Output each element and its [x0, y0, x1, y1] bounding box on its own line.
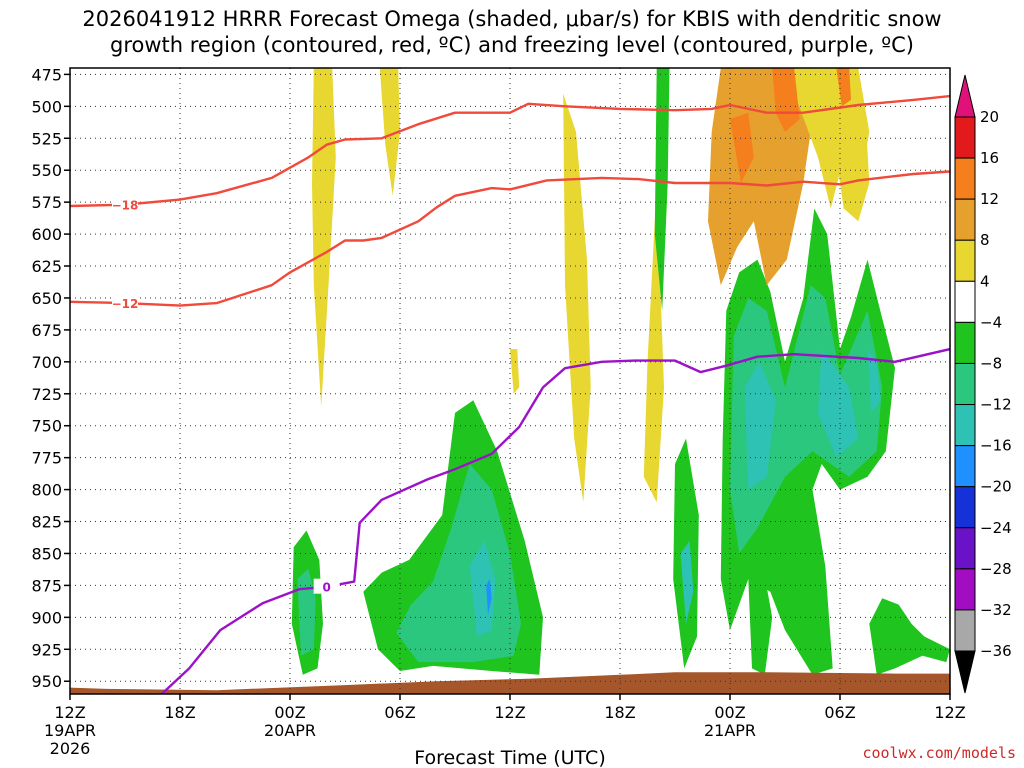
colorbar-swatch-11 — [954, 527, 976, 570]
x-tick-label-6: 00Z — [714, 703, 745, 722]
omega-region-11 — [486, 579, 492, 615]
colorbar-swatch-4 — [954, 239, 976, 282]
colorbar-swatch-10 — [954, 486, 976, 529]
x-tick-label-8: 12Z — [934, 703, 965, 722]
colorbar-label-5: 4 — [980, 272, 990, 290]
y-tick-label-775: 775 — [31, 449, 62, 468]
x-tick-label-3: 06Z — [384, 703, 415, 722]
contour-label-2: −12 — [112, 297, 139, 311]
colorbar-label-9: −16 — [980, 437, 1012, 455]
y-tick-label-950: 950 — [31, 672, 62, 691]
contour-line-1 — [70, 94, 950, 208]
x-tick-label-7: 06Z — [824, 703, 855, 722]
colorbar-label-3: 12 — [980, 190, 999, 208]
colorbar-label-13: −32 — [980, 601, 1012, 619]
contour-line-3 — [160, 347, 950, 694]
y-tick-label-625: 625 — [31, 257, 62, 276]
omega-region-27 — [836, 68, 851, 107]
omega-region-28 — [730, 112, 754, 183]
colorbar-swatch-8 — [954, 404, 976, 447]
y-tick-label-600: 600 — [31, 225, 62, 244]
y-tick-label-800: 800 — [31, 481, 62, 500]
omega-region-4 — [510, 349, 520, 394]
contour-label-bg-2 — [112, 295, 138, 311]
y-tick-label-850: 850 — [31, 544, 62, 563]
omega-region-12 — [654, 68, 670, 311]
omega-region-19 — [818, 349, 859, 458]
colorbar-bottom-arrow — [954, 650, 976, 694]
x-tick-label-1: 18Z — [164, 703, 195, 722]
x-tick-date-0: 19APR — [44, 721, 96, 740]
colorbar-label-11: −24 — [980, 519, 1012, 537]
contour-line-2 — [70, 170, 950, 307]
y-tick-label-525: 525 — [31, 129, 62, 148]
x-tick-date-6: 21APR — [704, 721, 756, 740]
x-tick-year-0: 2026 — [50, 739, 91, 758]
y-tick-label-675: 675 — [31, 321, 62, 340]
x-tick-label-2: 00Z — [274, 703, 305, 722]
x-tick-label-0: 12Z — [54, 703, 85, 722]
contour-label-bg-3 — [313, 578, 340, 594]
contour-label-bg-1 — [112, 196, 138, 212]
omega-region-25 — [832, 119, 870, 222]
credit-text: coolwx.com/models — [862, 744, 1016, 762]
omega-region-15 — [748, 566, 773, 675]
colorbar-top-arrow — [954, 74, 976, 118]
omega-region-17 — [730, 285, 883, 554]
y-tick-label-900: 900 — [31, 608, 62, 627]
y-tick-label-475: 475 — [31, 65, 62, 84]
chart-title-line-2: growth region (contoured, red, ºC) and f… — [110, 33, 914, 57]
omega-region-3 — [563, 93, 591, 503]
colorbar-swatch-7 — [954, 362, 976, 406]
y-tick-label-575: 575 — [31, 193, 62, 212]
colorbar-label-8: −12 — [980, 396, 1012, 414]
colorbar-label-6: −4 — [980, 313, 1002, 331]
colorbar-swatch-9 — [954, 445, 976, 488]
omega-region-21 — [869, 598, 950, 675]
y-tick-label-925: 925 — [31, 640, 62, 659]
colorbar-label-2: 16 — [980, 149, 999, 167]
colorbar-label-4: 8 — [980, 231, 990, 249]
x-tick-date-2: 20APR — [264, 721, 316, 740]
colorbar-label-12: −28 — [980, 560, 1012, 578]
omega-region-10 — [469, 540, 496, 637]
omega-region-1 — [312, 68, 336, 407]
omega-region-7 — [297, 568, 316, 656]
y-tick-label-825: 825 — [31, 513, 62, 532]
colorbar-swatch-6 — [954, 321, 976, 364]
omega-region-20 — [867, 349, 881, 413]
colorbar-swatch-2 — [954, 157, 976, 200]
colorbar-swatch-1 — [954, 116, 976, 159]
x-axis-label: Forecast Time (UTC) — [414, 747, 605, 768]
omega-region-26 — [772, 68, 800, 132]
chart-title-line-1: 2026041912 HRRR Forecast Omega (shaded, … — [82, 7, 942, 31]
contour-label-1: −18 — [112, 199, 139, 213]
y-tick-label-750: 750 — [31, 417, 62, 436]
y-tick-label-550: 550 — [31, 161, 62, 180]
x-tick-label-5: 18Z — [604, 703, 635, 722]
x-tick-label-4: 12Z — [494, 703, 525, 722]
y-tick-label-725: 725 — [31, 385, 62, 404]
omega-region-2 — [379, 68, 400, 196]
colorbar-label-10: −20 — [980, 478, 1012, 496]
y-tick-label-875: 875 — [31, 576, 62, 595]
omega-region-14 — [680, 540, 694, 624]
y-tick-label-500: 500 — [31, 97, 62, 116]
colorbar-swatch-12 — [954, 568, 976, 611]
y-tick-label-650: 650 — [31, 289, 62, 308]
y-tick-label-700: 700 — [31, 353, 62, 372]
colorbar-label-14: −36 — [980, 642, 1012, 660]
colorbar-swatch-13 — [954, 609, 976, 652]
colorbar-label-1: 20 — [980, 108, 999, 126]
colorbar-swatch-3 — [954, 198, 976, 241]
colorbar-swatch-5 — [954, 280, 976, 323]
contour-label-3: 0 — [322, 581, 330, 595]
colorbar-label-7: −8 — [980, 354, 1002, 372]
